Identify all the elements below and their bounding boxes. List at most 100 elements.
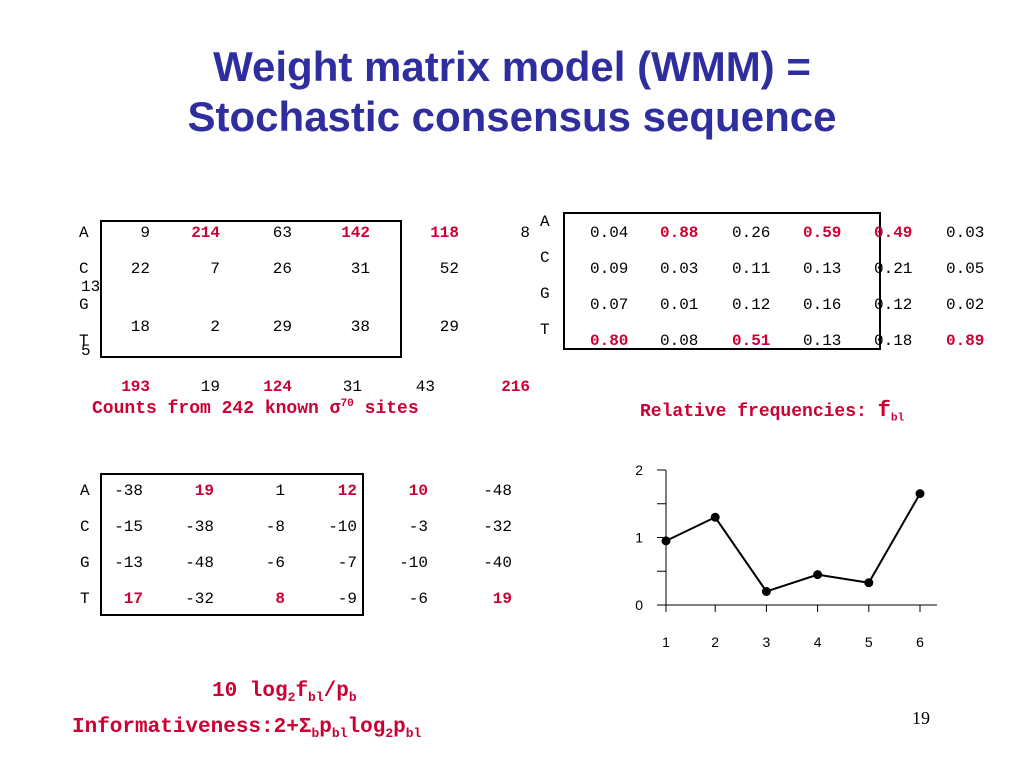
freqs-row-letter: T: [540, 321, 550, 339]
freqs-cell: 0.13: [803, 332, 842, 350]
scores-cell: -6: [265, 554, 285, 572]
counts-cell: 29: [439, 318, 459, 336]
data-point: [915, 489, 925, 499]
counts-cell: 216: [501, 378, 530, 396]
scores-cell: -48: [185, 554, 214, 572]
freqs-cell: 0.16: [803, 296, 842, 314]
x-tick-label: 3: [763, 634, 771, 650]
counts-cell: 29: [272, 318, 292, 336]
freqs-cell: 0.51: [732, 332, 771, 350]
scores-cell: -40: [483, 554, 512, 572]
title-line-1: Weight matrix model (WMM) =: [213, 43, 811, 90]
data-point: [864, 578, 874, 588]
freqs-cell: 0.88: [660, 224, 699, 242]
x-tick-label: 2: [711, 634, 719, 650]
counts-cell: 214: [191, 224, 220, 242]
counts-cell: 19: [200, 378, 220, 396]
y-tick-label: 1: [635, 530, 643, 546]
score-formula: 10 log2fbl/pb: [212, 680, 357, 706]
counts-cell: 2: [210, 318, 220, 336]
scores-row-letter: C: [80, 518, 90, 536]
freqs-cell: 0.08: [660, 332, 699, 350]
scores-cell: -7: [337, 554, 357, 572]
x-tick-label: 4: [814, 634, 822, 650]
x-tick-label: 5: [865, 634, 873, 650]
scores-row-letter: A: [80, 482, 90, 500]
freqs-caption: Relative frequencies: fbl: [640, 398, 905, 425]
title-line-2: Stochastic consensus sequence: [187, 93, 837, 140]
scores-cell: -48: [483, 482, 512, 500]
counts-cell: 142: [341, 224, 370, 242]
freqs-cell: 0.21: [874, 260, 913, 278]
slide-title: Weight matrix model (WMM) = Stochastic c…: [0, 42, 1024, 142]
freqs-cell: 0.12: [732, 296, 771, 314]
scores-cell: -32: [483, 518, 512, 536]
scores-cell: -10: [328, 518, 357, 536]
freqs-cell: 0.89: [946, 332, 985, 350]
freqs-cell: 0.01: [660, 296, 699, 314]
counts-cell: 9: [140, 224, 150, 242]
counts-cell: 52: [439, 260, 459, 278]
counts-row-letter: G: [79, 296, 89, 314]
freqs-cell: 0.02: [946, 296, 985, 314]
freqs-row-letter: G: [540, 285, 550, 303]
counts-cell: 8: [520, 224, 530, 242]
counts-cell: 18: [130, 318, 150, 336]
freqs-cell: 0.80: [590, 332, 629, 350]
freqs-cell: 0.49: [874, 224, 913, 242]
scores-cell: -6: [408, 590, 428, 608]
counts-cell: 31: [342, 378, 362, 396]
scores-row-letter: G: [80, 554, 90, 572]
scores-cell: -9: [337, 590, 357, 608]
scores-cell: -3: [408, 518, 428, 536]
scores-cell: 10: [408, 482, 428, 500]
scores-cell: 12: [337, 482, 357, 500]
scores-box: [100, 473, 364, 616]
freqs-row-letter: A: [540, 213, 550, 231]
counts-row-letter: A: [79, 224, 89, 242]
scores-cell: -38: [114, 482, 143, 500]
scores-cell: 8: [275, 590, 285, 608]
freqs-cell: 0.26: [732, 224, 771, 242]
counts-cell: 13: [81, 278, 101, 296]
counts-cell: 63: [272, 224, 292, 242]
freqs-cell: 0.18: [874, 332, 913, 350]
counts-cell: 38: [350, 318, 370, 336]
freqs-cell: 0.12: [874, 296, 913, 314]
counts-cell: 26: [272, 260, 292, 278]
scores-cell: -38: [185, 518, 214, 536]
x-tick-label: 1: [662, 634, 670, 650]
counts-cell: 22: [130, 260, 150, 278]
freqs-cell: 0.03: [946, 224, 985, 242]
scores-cell: -8: [265, 518, 285, 536]
freqs-cell: 0.11: [732, 260, 771, 278]
counts-cell: 5: [81, 342, 91, 360]
data-point: [761, 587, 771, 596]
freqs-cell: 0.05: [946, 260, 985, 278]
counts-cell: 193: [121, 378, 150, 396]
counts-row-letter: T: [79, 332, 89, 350]
counts-cell: 43: [415, 378, 435, 396]
freqs-cell: 0.59: [803, 224, 842, 242]
page-number: 19: [912, 708, 930, 728]
freqs-cell: 0.03: [660, 260, 699, 278]
data-point: [813, 570, 823, 580]
counts-row-letter: C: [79, 260, 89, 278]
scores-cell: -13: [114, 554, 143, 572]
series-line: [665, 493, 921, 593]
freqs-cell: 0.09: [590, 260, 629, 278]
scores-cell: 1: [275, 482, 285, 500]
counts-box: [100, 220, 402, 358]
scores-cell: -15: [114, 518, 143, 536]
scores-row-letter: T: [80, 590, 90, 608]
scores-cell: 19: [492, 590, 512, 608]
scores-cell: -32: [185, 590, 214, 608]
freqs-cell: 0.13: [803, 260, 842, 278]
scores-cell: 17: [123, 590, 143, 608]
scores-cell: -10: [399, 554, 428, 572]
freqs-cell: 0.04: [590, 224, 629, 242]
counts-caption: Counts from 242 known σ70 sites: [92, 398, 419, 419]
counts-cell: 118: [430, 224, 459, 242]
freqs-cell: 0.07: [590, 296, 629, 314]
counts-cell: 31: [350, 260, 370, 278]
